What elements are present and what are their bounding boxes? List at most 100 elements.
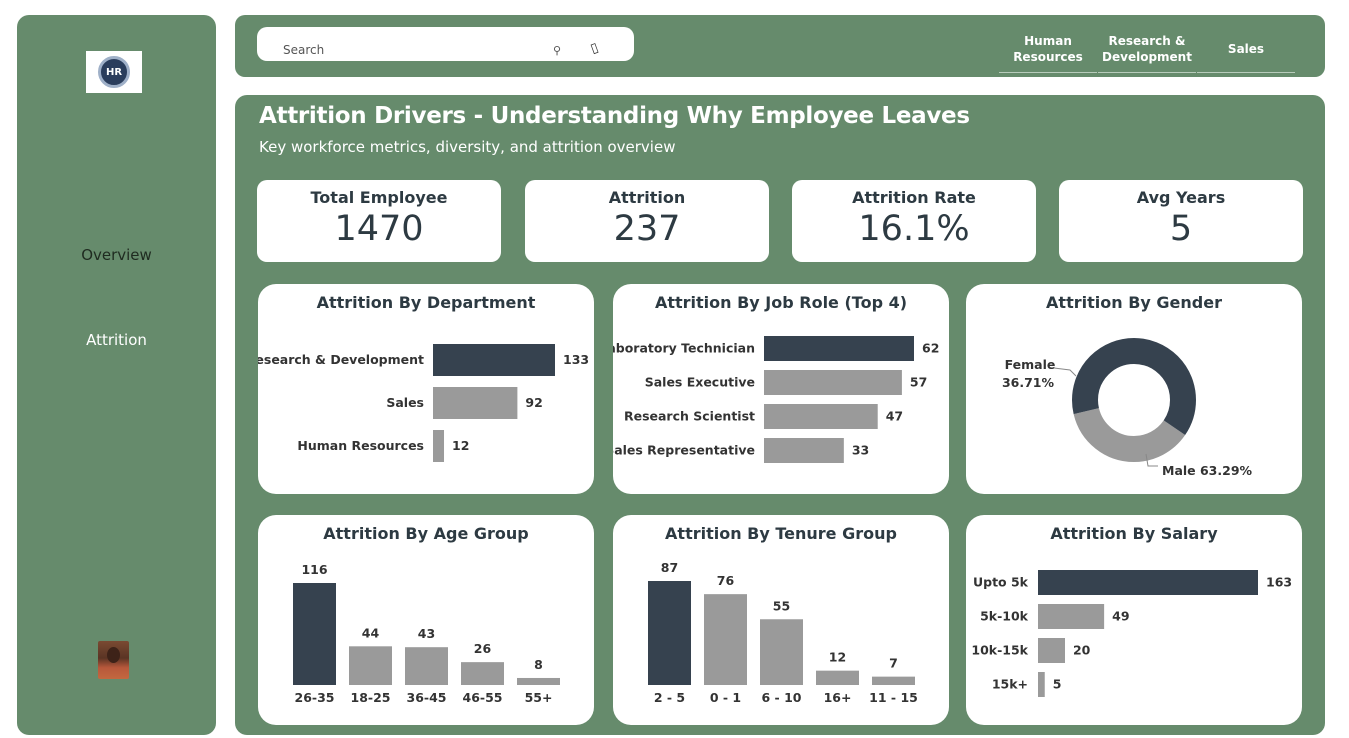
kpi-label: Attrition [608, 188, 686, 207]
kpi-value: 5 [1169, 209, 1193, 249]
bar [1038, 604, 1105, 629]
bar-value-label: 8 [534, 657, 543, 672]
bar-category-label: 36-45 [407, 690, 447, 705]
slice-label: Female [1005, 357, 1056, 372]
bar [517, 677, 560, 685]
bar-value-label: 44 [362, 625, 380, 640]
bar [349, 646, 392, 685]
donut-slice-male [1072, 338, 1196, 462]
company-logo[interactable]: HR [86, 51, 142, 93]
chart-title: Attrition By Job Role (Top 4) [654, 293, 908, 312]
chart-title: Attrition By Age Group [323, 524, 529, 543]
filter-label-line: Resources [1013, 50, 1083, 64]
bar-category-label: 10k-15k [971, 643, 1028, 658]
leader-line [1145, 453, 1158, 467]
chart-card-gender: Female 36.71% Male 63.29% Attrition By Gen… [966, 284, 1302, 494]
bar-category-label: 11 - 15 [869, 690, 918, 705]
chart-age-group-svg: 116 26-35 44 18-25 43 36-45 26 46-55 8 55+ [293, 562, 560, 705]
nav-attrition[interactable]: Attrition [86, 331, 147, 349]
bar-value-label: 5 [1053, 677, 1062, 692]
chart-gender-svg: Female 36.71% Male 63.29% [1002, 338, 1253, 478]
logo-emblem-icon: HR [98, 56, 130, 88]
filter-human-resources[interactable]: Human Resources [999, 33, 1097, 73]
bar [1038, 638, 1065, 663]
kpi-value: 1470 [334, 209, 424, 249]
bar-value-label: 116 [301, 562, 327, 577]
search-icon[interactable]: ⚲ [553, 44, 562, 57]
slice-label: Male 63.29% [1162, 463, 1253, 478]
kpi-label: Attrition Rate [852, 188, 976, 207]
chart-card-job-role: Laboratory Technician 62 Sales Executive 57… [613, 284, 949, 494]
kpi-label: Avg Years [1136, 188, 1226, 207]
chart-department-svg: Research & Development 133 Sales 92 Human Re… [258, 344, 589, 462]
filter-label-line: Human [1024, 34, 1072, 48]
bar [764, 370, 902, 395]
bar-category-label: Sales Executive [645, 375, 755, 390]
main-panel: Attrition Drivers - Understanding Why Em… [235, 95, 1325, 735]
kpi-card-attrition: Attrition 237 [525, 180, 769, 262]
chart-job-role-svg: Laboratory Technician 62 Sales Executive 57… [613, 336, 939, 463]
bar [433, 430, 445, 462]
chart-card-tenure-group: 87 2 - 5 76 0 - 1 55 6 - 10 12 16+ 7 11 - 15 Attr… [613, 515, 949, 725]
kpi-label: Total Employee [310, 188, 448, 207]
chart-card-salary: Upto 5k 163 5k-10k 49 10k-15k 20 15k+ 5 Attriti… [966, 515, 1302, 725]
kpi-card-avg-years: Avg Years 5 [1059, 180, 1303, 262]
chart-title: Attrition By Salary [1050, 524, 1218, 543]
bar [872, 676, 915, 685]
chart-tenure-group-svg: 87 2 - 5 76 0 - 1 55 6 - 10 12 16+ 7 11 - 15 [648, 560, 918, 705]
bar-category-label: 26-35 [295, 690, 335, 705]
chart-card-department: Research & Development 133 Sales 92 Human Re… [258, 284, 594, 494]
top-filter-bar: ⚲ ▯ Human Resources Research & Developme… [235, 15, 1325, 77]
chart-salary-svg: Upto 5k 163 5k-10k 49 10k-15k 20 15k+ 5 [971, 570, 1292, 697]
bar-value-label: 26 [474, 641, 492, 656]
page-subtitle: Key workforce metrics, diversity, and at… [259, 138, 676, 156]
bar [764, 438, 844, 463]
bar-value-label: 55 [773, 598, 790, 613]
bar-value-label: 62 [922, 341, 939, 356]
bar [433, 344, 555, 376]
eraser-icon[interactable]: ▯ [588, 40, 601, 57]
bar-category-label: 46-55 [463, 690, 503, 705]
kpi-card-attrition-rate: Attrition Rate 16.1% [792, 180, 1036, 262]
page-title: Attrition Drivers - Understanding Why Em… [259, 103, 970, 129]
bar-category-label: Upto 5k [973, 575, 1029, 590]
chart-title: Attrition By Tenure Group [665, 524, 897, 543]
bar [648, 581, 691, 685]
bar-category-label: 2 - 5 [654, 690, 685, 705]
bar-category-label: Sales [386, 395, 424, 410]
bar [1038, 570, 1258, 595]
filter-sales[interactable]: Sales [1197, 33, 1295, 73]
kpi-value: 237 [613, 209, 681, 249]
bar [760, 619, 803, 685]
filter-label-line: Development [1102, 50, 1192, 64]
bar [816, 670, 859, 685]
nav-overview[interactable]: Overview [81, 246, 152, 264]
bar [293, 583, 336, 685]
search-input[interactable] [283, 43, 533, 57]
bar-value-label: 12 [829, 650, 846, 665]
bar-value-label: 57 [910, 375, 927, 390]
user-avatar[interactable] [98, 641, 129, 679]
bar-value-label: 12 [452, 438, 469, 453]
bar [764, 336, 914, 361]
bar-value-label: 163 [1266, 575, 1292, 590]
bar [461, 662, 504, 685]
leader-line [1053, 367, 1077, 377]
bar-value-label: 43 [418, 626, 435, 641]
bar-category-label: Laboratory Technician [613, 341, 755, 356]
bar [1038, 672, 1045, 697]
bar [764, 404, 878, 429]
bar-value-label: 20 [1073, 643, 1091, 658]
bar-value-label: 49 [1112, 609, 1129, 624]
kpi-card-total-employee: Total Employee 1470 [257, 180, 501, 262]
bar [704, 594, 747, 685]
bar-value-label: 87 [661, 560, 678, 575]
bar-category-label: 15k+ [992, 677, 1028, 692]
bar-category-label: 16+ [824, 690, 852, 705]
filter-research-development[interactable]: Research & Development [1098, 33, 1196, 73]
bar-value-label: 92 [525, 395, 542, 410]
slice-label: 36.71% [1002, 375, 1055, 390]
chart-card-age-group: 116 26-35 44 18-25 43 36-45 26 46-55 8 55+ Attrit… [258, 515, 594, 725]
bar [433, 387, 518, 419]
sidebar: HR Overview Attrition [17, 15, 216, 735]
